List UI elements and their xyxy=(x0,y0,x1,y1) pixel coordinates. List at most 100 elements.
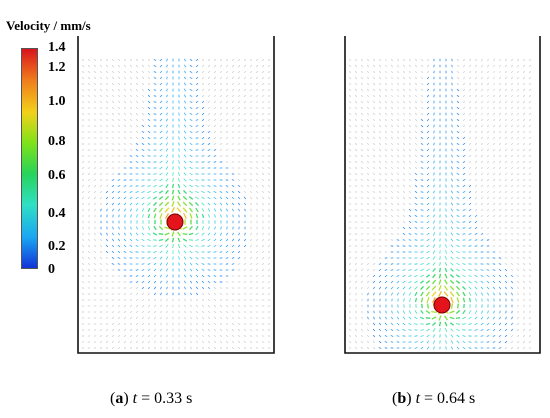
velocity-vector xyxy=(159,88,163,92)
velocity-vector xyxy=(94,208,96,212)
velocity-vector xyxy=(420,107,424,109)
velocity-vector xyxy=(147,286,151,290)
velocity-vector xyxy=(135,232,139,236)
velocity-vector xyxy=(373,292,375,296)
velocity-vector xyxy=(510,191,514,193)
velocity-vector xyxy=(451,202,453,206)
velocity-vector xyxy=(504,136,508,140)
velocity-vector xyxy=(93,101,97,103)
velocity-vector xyxy=(129,76,133,80)
velocity-vector xyxy=(486,172,490,176)
velocity-vector xyxy=(105,311,109,313)
velocity-vector xyxy=(522,82,526,86)
velocity-vector xyxy=(390,215,394,217)
velocity-vector xyxy=(196,322,198,326)
velocity-vector xyxy=(201,100,205,104)
velocity-vector xyxy=(516,328,520,332)
velocity-vector xyxy=(160,304,162,308)
velocity-vector xyxy=(409,112,411,116)
velocity-vector xyxy=(499,94,501,98)
velocity-vector xyxy=(414,274,418,278)
velocity-vector xyxy=(147,106,151,110)
velocity-vector xyxy=(213,340,217,344)
velocity-vector xyxy=(207,310,211,314)
velocity-vector xyxy=(415,82,417,86)
velocity-vector xyxy=(455,316,461,320)
velocity-vector xyxy=(93,196,97,200)
velocity-vector xyxy=(105,184,109,188)
velocity-vector xyxy=(378,286,382,290)
velocity-vector xyxy=(201,292,205,296)
velocity-vector xyxy=(164,238,170,242)
velocity-vector xyxy=(237,125,241,127)
velocity-vector xyxy=(219,244,223,248)
velocity-vector xyxy=(433,154,435,158)
velocity-vector xyxy=(522,88,526,92)
velocity-vector xyxy=(182,238,188,242)
velocity-vector xyxy=(243,167,247,169)
velocity-vector xyxy=(249,101,253,103)
velocity-vector xyxy=(195,213,199,219)
velocity-vector xyxy=(135,340,139,344)
velocity-vector xyxy=(462,94,466,98)
velocity-vector xyxy=(172,172,174,176)
velocity-vector xyxy=(141,100,145,104)
velocity-vector xyxy=(516,179,520,181)
velocity-vector xyxy=(93,347,97,349)
velocity-vector xyxy=(408,233,412,235)
caption-b: (b) t = 0.64 s xyxy=(392,390,476,407)
velocity-vector xyxy=(415,100,417,104)
velocity-vector xyxy=(207,82,211,86)
velocity-vector xyxy=(431,291,437,297)
velocity-vector xyxy=(451,148,453,152)
velocity-vector xyxy=(166,76,168,80)
velocity-vector xyxy=(487,106,489,110)
velocity-vector xyxy=(432,328,436,332)
velocity-vector xyxy=(81,83,85,85)
velocity-vector xyxy=(267,262,271,266)
velocity-vector xyxy=(154,334,156,338)
velocity-vector xyxy=(208,334,210,338)
velocity-vector xyxy=(468,274,472,278)
velocity-vector xyxy=(486,221,490,223)
velocity-vector xyxy=(189,65,193,67)
velocity-vector xyxy=(367,292,369,296)
velocity-vector xyxy=(372,124,376,128)
velocity-vector xyxy=(468,341,472,343)
velocity-vector xyxy=(426,196,430,200)
velocity-vector xyxy=(474,347,478,349)
velocity-vector xyxy=(165,189,169,195)
velocity-vector xyxy=(219,149,223,151)
velocity-vector xyxy=(378,257,382,259)
velocity-vector xyxy=(451,58,453,62)
velocity-vector xyxy=(360,64,364,68)
velocity-vector xyxy=(129,310,133,314)
velocity-vector xyxy=(225,257,229,259)
velocity-vector xyxy=(88,232,90,236)
velocity-vector xyxy=(414,221,418,223)
velocity-vector xyxy=(402,286,406,290)
velocity-vector xyxy=(196,328,198,332)
velocity-vector xyxy=(529,328,531,332)
velocity-vector xyxy=(493,64,495,68)
velocity-vector xyxy=(129,191,133,193)
velocity-vector xyxy=(528,64,532,68)
velocity-vector xyxy=(195,239,199,241)
velocity-vector xyxy=(384,227,388,229)
velocity-vector xyxy=(355,280,357,284)
velocity-vector xyxy=(135,76,139,80)
velocity-vector xyxy=(189,95,193,97)
velocity-vector xyxy=(426,130,430,134)
velocity-vector xyxy=(504,274,508,278)
velocity-vector xyxy=(81,172,85,176)
velocity-vector xyxy=(367,58,369,62)
velocity-vector xyxy=(510,76,514,80)
velocity-vector xyxy=(135,316,139,320)
velocity-vector xyxy=(117,64,121,68)
velocity-vector xyxy=(93,83,97,85)
velocity-vector xyxy=(207,124,211,128)
velocity-vector xyxy=(348,94,352,98)
velocity-vector xyxy=(99,89,103,91)
velocity-vector xyxy=(455,274,461,278)
velocity-vector xyxy=(213,287,217,289)
